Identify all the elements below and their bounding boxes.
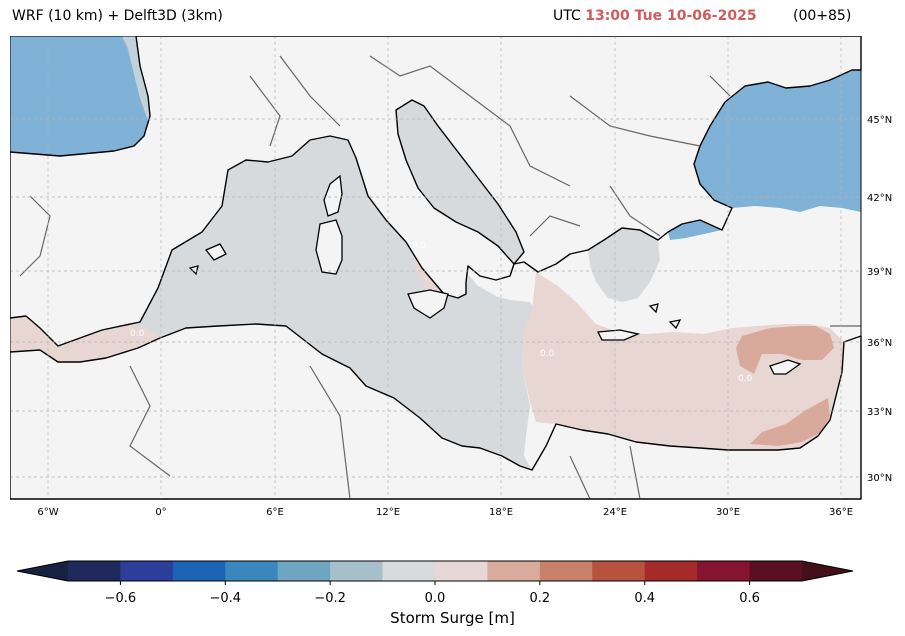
colorbar-over-triangle — [802, 561, 853, 581]
lon-label: 24°E — [603, 507, 627, 518]
lon-label: 12°E — [376, 507, 400, 518]
utc-prefix: UTC — [553, 8, 581, 24]
valid-time-title: UTC 13:00 Tue 10-06-2025 — [553, 8, 757, 24]
contour-label-4: 0.0 — [738, 374, 753, 384]
colorbar-segment — [277, 561, 331, 581]
land-masses — [10, 36, 862, 500]
lon-label: 36°E — [829, 507, 853, 518]
colorbar-tick-label: 0.6 — [739, 591, 760, 606]
colorbar-segment — [382, 561, 436, 581]
colorbar-segment — [172, 561, 226, 581]
gridlines — [10, 36, 861, 499]
colorbar: −0.6 −0.4 −0.2 0.0 0.2 0.4 0.6 — [16, 560, 854, 606]
colorbar-segment — [68, 561, 121, 581]
colorbar-segment — [225, 561, 279, 581]
colorbar-segment — [435, 561, 488, 581]
biscay-sea — [10, 36, 148, 156]
colorbar-tick-label: 0.2 — [530, 591, 551, 606]
corsica — [323, 174, 343, 217]
sicily — [407, 289, 449, 319]
contour-labels: 0.0 0.0 0.0 0.0 — [130, 241, 753, 384]
levant-strong — [750, 398, 830, 446]
lat-label: 39°N — [867, 267, 892, 278]
aegean-sea — [588, 228, 660, 302]
eastern-med-positive — [522, 272, 844, 450]
lon-label: 30°E — [716, 507, 740, 518]
islands — [188, 174, 802, 375]
iberia-africa-land — [10, 36, 862, 347]
contour-label-2: 0.0 — [412, 241, 427, 251]
lon-label: 6°E — [266, 507, 284, 518]
lat-label: 45°N — [867, 115, 892, 126]
storm-surge-map: 0.0 0.0 0.0 0.0 6°W 0° 6°E 12°E 18°E 24°… — [10, 36, 892, 518]
colorbar-segment — [697, 561, 751, 581]
lon-labels: 6°W 0° 6°E 12°E 18°E 24°E 30°E 36°E — [37, 507, 853, 518]
lat-label: 42°N — [867, 193, 892, 204]
lon-label: 0° — [155, 507, 166, 518]
colorbar-segment — [330, 561, 384, 581]
cyprus — [769, 359, 802, 375]
colorbar-segments — [68, 561, 803, 581]
eastern-med-strong — [736, 326, 834, 374]
colorbar-tick-label: 0.0 — [425, 591, 446, 606]
map-frame — [10, 36, 862, 500]
lon-label: 6°W — [37, 507, 58, 518]
colorbar-segment — [487, 561, 541, 581]
colorbar-segment — [749, 561, 803, 581]
colorbar-tick-label: 0.4 — [634, 591, 655, 606]
crete — [596, 329, 641, 341]
valid-time: 13:00 Tue 10-06-2025 — [585, 8, 757, 24]
lat-labels: 45°N 42°N 39°N 36°N 33°N 30°N — [867, 115, 892, 484]
dodecanese-1 — [648, 303, 659, 314]
colorbar-segment — [644, 561, 698, 581]
lat-label: 33°N — [867, 407, 892, 418]
dodecanese-2 — [668, 319, 682, 330]
mediterranean-sea — [58, 136, 538, 470]
colorbar-ticks: −0.6 −0.4 −0.2 0.0 0.2 0.4 0.6 — [105, 581, 760, 606]
balearic-major — [204, 243, 227, 261]
colorbar-segment — [592, 561, 646, 581]
colorbar-tick-label: −0.4 — [209, 591, 241, 606]
black-sea — [694, 70, 861, 212]
lat-label: 36°N — [867, 338, 892, 349]
colorbar-outline — [16, 560, 854, 582]
colorbar-segment — [539, 561, 593, 581]
colorbar-tick-label: −0.2 — [314, 591, 346, 606]
africa-land — [10, 323, 862, 500]
adriatic-sea — [396, 100, 524, 264]
colorbar-under-triangle — [17, 561, 68, 581]
contour-label-3: 0.0 — [540, 349, 555, 359]
lon-label: 18°E — [489, 507, 513, 518]
country-borders — [19, 55, 861, 500]
sardinia — [315, 219, 343, 275]
run-offset: (00+85) — [793, 8, 852, 24]
contour-label-1: 0.0 — [130, 329, 145, 339]
colorbar-segment — [120, 561, 174, 581]
colorbar-tick-label: −0.6 — [105, 591, 137, 606]
colorbar-title: Storm Surge [m] — [390, 609, 515, 627]
model-title: WRF (10 km) + Delft3D (3km) — [12, 8, 223, 24]
lat-label: 30°N — [867, 473, 892, 484]
